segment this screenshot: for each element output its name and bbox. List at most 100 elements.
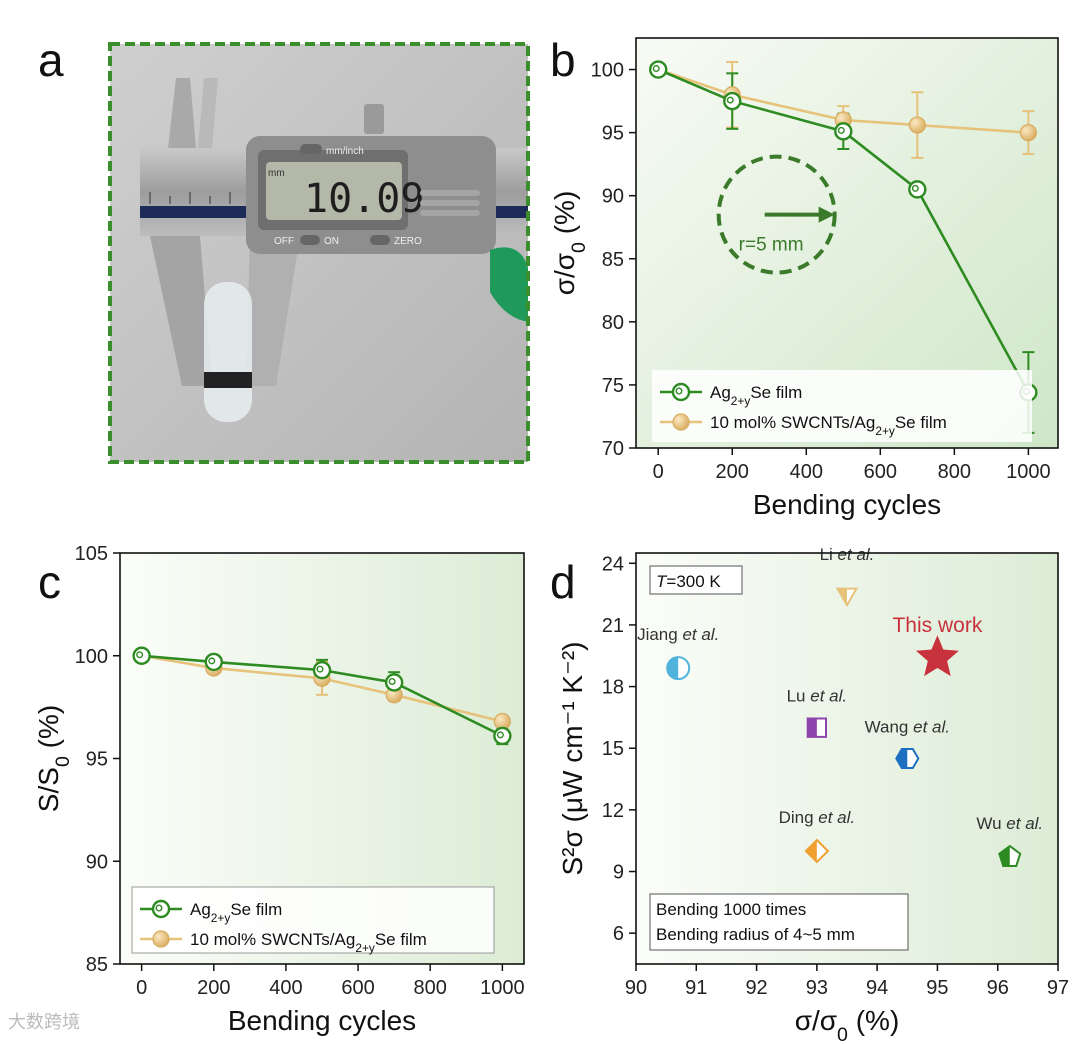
glass-tube [204, 282, 252, 422]
y-tick-label: 21 [602, 615, 624, 637]
data-point-inner [316, 665, 324, 673]
y-tick-label: 95 [86, 749, 108, 771]
x-tick-label: 600 [341, 977, 374, 999]
temperature-label: T=300 K [656, 572, 721, 591]
x-axis-title: Bending cycles [228, 1005, 416, 1036]
y-tick-label: 100 [75, 646, 108, 668]
lower-jaw-left [150, 236, 212, 386]
data-point-inner [726, 96, 734, 104]
legend-marker-inner [155, 904, 163, 912]
x-tick-label: 90 [625, 977, 647, 999]
y-tick-label: 70 [602, 438, 624, 460]
thumb-wheel [364, 104, 384, 134]
legend-marker [152, 930, 170, 948]
point-label: Wang et al. [865, 718, 950, 737]
y-tick-label: 24 [602, 553, 624, 575]
radius-arrowhead [818, 206, 835, 223]
x-tick-label: 91 [685, 977, 707, 999]
condition-line: Bending 1000 times [656, 900, 806, 919]
panel-label-c: c [38, 556, 61, 608]
legend-label: Ag2+ySe film [710, 383, 802, 408]
chart-d: 90 91 92 93 94 95 96 97 6 9 12 15 18 21 24 σ/σ0 (%) S²σ … [557, 545, 1069, 1044]
x-tick-label: 0 [136, 977, 147, 999]
point-fill [896, 749, 908, 768]
data-point-inner [136, 651, 144, 659]
point-fill [805, 840, 817, 862]
x-tick-label: 400 [790, 461, 823, 483]
radius-label: r=5 mm [739, 235, 804, 256]
x-tick-label: 400 [269, 977, 302, 999]
x-tick-label: 800 [938, 461, 971, 483]
point-label: This work [892, 614, 982, 637]
x-tick-label: 93 [806, 977, 828, 999]
data-point [1019, 124, 1037, 142]
caliper-photo: 10.09 mm mm/inch OFF ON ZERO [110, 44, 528, 462]
panel-label-b: b [550, 34, 576, 86]
y-axis-title: S²σ (μW cm⁻¹ K⁻²) [557, 641, 588, 875]
point-fill [837, 588, 847, 606]
panel-label-d: d [550, 556, 576, 608]
point-label: Li et al. [820, 545, 875, 564]
point-label: Jiang et al. [637, 625, 719, 644]
data-point [908, 116, 926, 134]
y-tick-label: 85 [602, 249, 624, 271]
photo-dashed-frame [108, 42, 530, 464]
x-tick-label: 94 [866, 977, 888, 999]
plot-frame [635, 552, 1059, 965]
y-tick-label: 75 [602, 375, 624, 397]
watermark-logo: 大数跨境 [8, 1012, 80, 1033]
lcd-display [266, 162, 402, 220]
y-axis-title: σ/σ0 (%) [549, 191, 590, 296]
green-clip [490, 247, 528, 322]
y-tick-label: 105 [75, 543, 108, 565]
x-tick-label: 200 [197, 977, 230, 999]
x-tick-label: 200 [716, 461, 749, 483]
data-point-inner [652, 65, 660, 73]
y-tick-label: 90 [86, 851, 108, 873]
y-tick-label: 95 [602, 123, 624, 145]
data-point-inner [388, 677, 396, 685]
data-point-inner [837, 126, 845, 134]
on-label: ON [324, 236, 339, 247]
chart-c: 0 200 400 600 800 1000 85 90 95 100 105 Bending cyc… [33, 543, 525, 1036]
point-fill [667, 657, 679, 680]
legend-label: Ag2+ySe film [190, 900, 282, 925]
upper-jaw-right [198, 78, 218, 148]
point-fill [807, 718, 817, 737]
zero-button[interactable] [370, 235, 390, 245]
lcd-reading: 10.09 [304, 176, 424, 222]
unit-button-label: mm/inch [326, 146, 364, 157]
off-on-button[interactable] [300, 235, 320, 245]
x-tick-label: 92 [745, 977, 767, 999]
x-tick-label: 800 [414, 977, 447, 999]
x-tick-label: 96 [987, 977, 1009, 999]
x-tick-label: 1000 [480, 977, 525, 999]
lcd-unit: mm [268, 168, 285, 179]
y-tick-label: 12 [602, 800, 624, 822]
point-label: Lu et al. [787, 687, 848, 706]
y-tick-label: 18 [602, 677, 624, 699]
y-tick-label: 6 [613, 923, 624, 945]
off-label: OFF [274, 236, 294, 247]
y-tick-label: 15 [602, 738, 624, 760]
y-tick-label: 85 [86, 954, 108, 976]
lower-jaw-right [246, 236, 300, 386]
point-label: Wu et al. [976, 814, 1043, 833]
plot-frame [635, 37, 1059, 449]
legend-label: 10 mol% SWCNTs/Ag2+ySe film [190, 930, 427, 955]
conditions-box [649, 893, 909, 951]
x-axis-title: Bending cycles [753, 489, 941, 520]
chart-b: 0 200 400 600 800 1000 70 75 80 85 90 95 100 Bending … [549, 37, 1059, 520]
unit-button[interactable] [300, 144, 322, 154]
x-tick-label: 0 [653, 461, 664, 483]
legend-box [131, 886, 495, 954]
upper-jaw-left [168, 78, 196, 148]
condition-line: Bending radius of 4~5 mm [656, 925, 855, 944]
legend-box [652, 370, 1032, 442]
x-tick-label: 95 [926, 977, 948, 999]
zero-label: ZERO [394, 236, 422, 247]
legend-marker [672, 413, 690, 431]
y-tick-label: 9 [613, 862, 624, 884]
data-point-inner [911, 184, 919, 192]
